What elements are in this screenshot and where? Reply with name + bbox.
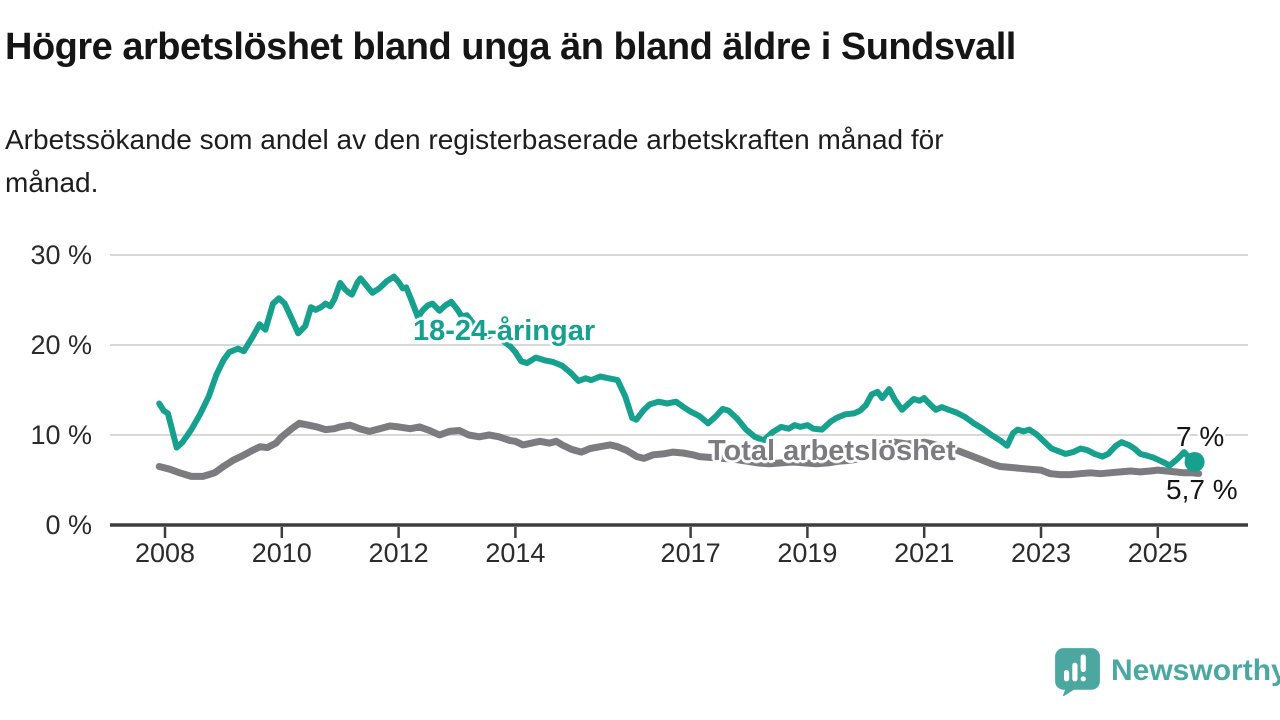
y-tick-label: 10 % bbox=[30, 420, 92, 450]
end-value-label-total: 5,7 % bbox=[1166, 474, 1238, 505]
newsworthy-wordmark: Newsworthy bbox=[1111, 654, 1280, 687]
newsworthy-logo: Newsworthy bbox=[1052, 646, 1280, 696]
series-line-youth bbox=[156, 273, 1198, 469]
end-value-label-youth: 7 % bbox=[1176, 421, 1225, 452]
x-tick-label: 2019 bbox=[777, 538, 837, 568]
x-tick-label: 2023 bbox=[1011, 538, 1071, 568]
chart-subtitle-line-1: Arbetssökande som andel av den registerb… bbox=[5, 124, 944, 155]
y-tick-label: 30 % bbox=[30, 240, 92, 270]
x-tick-label: 2010 bbox=[252, 538, 312, 568]
series-label-youth: 18-24-åringar bbox=[413, 315, 596, 347]
y-tick-label: 20 % bbox=[30, 330, 92, 360]
x-tick-label: 2014 bbox=[485, 538, 545, 568]
series-end-dot-youth bbox=[1184, 452, 1205, 472]
series-line-total bbox=[155, 419, 1203, 480]
chart-title: Högre arbetslöshet bland unga än bland ä… bbox=[5, 26, 1016, 68]
x-tick-label: 2017 bbox=[661, 538, 721, 568]
x-tick-label: 2012 bbox=[369, 538, 429, 568]
speech-bubble-bar-chart-icon bbox=[1055, 648, 1100, 696]
x-tick-label: 2021 bbox=[894, 538, 954, 568]
x-tick-label: 2025 bbox=[1128, 538, 1188, 568]
chart-subtitle: Arbetssökande som andel av den registerb… bbox=[5, 118, 944, 204]
series-label-total: Total arbetslöshet bbox=[708, 435, 956, 467]
x-tick-label: 2008 bbox=[135, 538, 195, 568]
chart-subtitle-line-2: månad. bbox=[5, 167, 99, 198]
y-tick-label: 0 % bbox=[45, 510, 92, 540]
unemployment-line-chart: 2008 2010 2012 2014 2017 2019 2021 2023 2025 0 % 1… bbox=[30, 240, 1248, 568]
